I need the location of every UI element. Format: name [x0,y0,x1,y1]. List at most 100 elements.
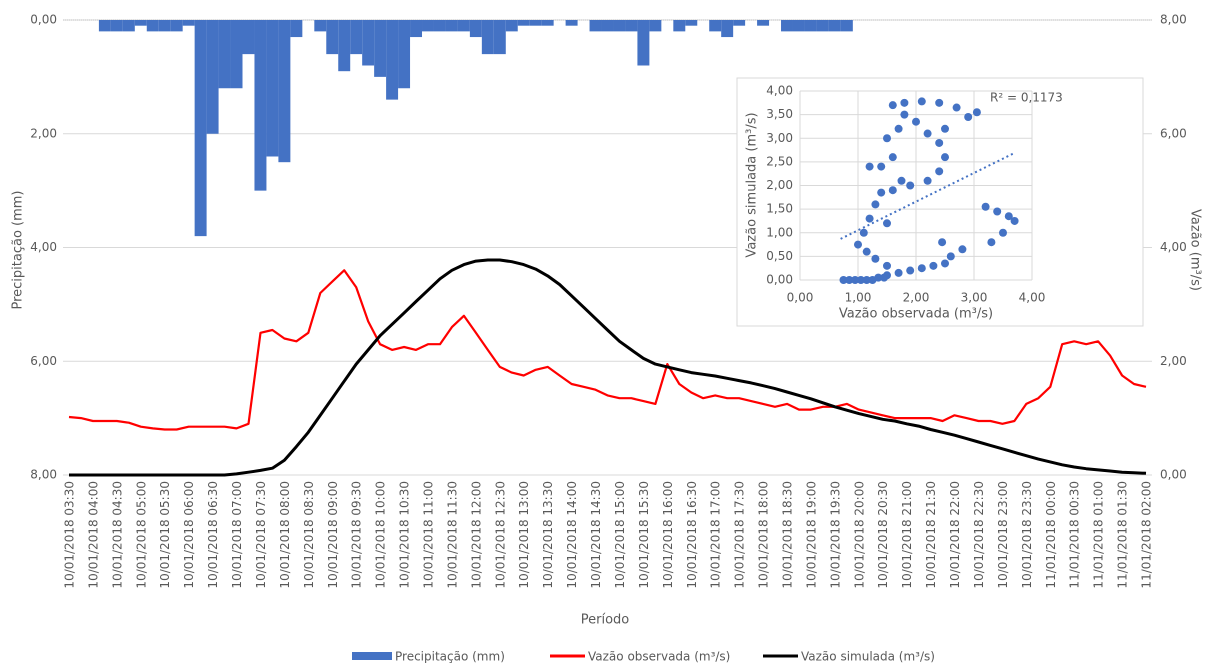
x-tick-label: 10/01/2018 06:30 [206,481,220,589]
scatter-point [865,162,874,171]
x-tick-label: 10/01/2018 15:30 [637,481,651,589]
bar [266,20,279,157]
bar [134,20,147,26]
bar [314,20,327,32]
bar [326,20,339,55]
x-tick-label: 10/01/2018 14:00 [565,481,579,589]
x-tick-label: 11/01/2018 01:00 [1092,481,1106,589]
scatter-point [1004,212,1013,221]
y-tick-label: 0,00 [30,13,57,27]
x-tick-label: 11/01/2018 00:00 [1044,481,1058,589]
inset-y-tick-label: 1,00 [766,225,793,239]
scatter-point [935,138,944,147]
bar [505,20,518,32]
bar [445,20,458,32]
x-tick-label: 10/01/2018 13:30 [541,481,555,589]
bar [410,20,423,38]
bar [733,20,746,26]
scatter-point [938,238,947,247]
x-tick-label: 10/01/2018 11:30 [445,481,459,589]
x-tick-label: 10/01/2018 18:30 [781,481,795,589]
bar [230,20,243,89]
x-tick-label: 10/01/2018 09:30 [350,481,364,589]
x-tick-label: 10/01/2018 10:00 [374,481,388,589]
legend-label: Precipitação (mm) [395,650,505,664]
bar [637,20,650,66]
scatter-point [964,112,973,121]
bar [541,20,554,26]
x-tick-label: 10/01/2018 21:00 [900,481,914,589]
bar [218,20,231,89]
inset-frame [736,77,1144,327]
x-tick-label: 10/01/2018 16:00 [661,481,675,589]
scatter-point [917,97,926,106]
y-tick-label: 2,00 [30,126,57,140]
bar [757,20,770,26]
legend-label: Vazão simulada (m³/s) [801,650,935,664]
x-tick-label: 10/01/2018 08:00 [278,481,292,589]
scatter-point [987,238,996,247]
bar [781,20,793,32]
scatter-point [929,261,938,270]
x-tick-label: 10/01/2018 05:30 [158,481,172,589]
scatter-point [952,103,961,112]
scatter-point [871,254,880,263]
bar [601,20,614,32]
bar [362,20,375,66]
y-axis-title: Precipitação (mm) [11,190,26,309]
scatter-point [1010,216,1019,225]
bar [828,20,841,32]
bar [469,20,482,38]
x-tick-label: 10/01/2018 03:30 [62,481,76,589]
y-tick-label: 6,00 [30,354,57,368]
scatter-point [856,276,865,284]
scatter-point [993,207,1002,216]
bar [565,20,578,26]
x-axis-title: Período [581,613,630,628]
y2-tick-label: 2,00 [1160,354,1187,368]
bar [625,20,638,32]
scatter-point [845,276,854,284]
x-tick-label: 10/01/2018 23:30 [1020,481,1034,589]
x-tick-label: 10/01/2018 23:00 [996,481,1010,589]
x-tick-label: 10/01/2018 04:30 [110,481,124,589]
legend-label: Vazão observada (m³/s) [588,650,730,664]
bar [386,20,399,100]
scatter-point [854,240,862,249]
x-tick-label: 10/01/2018 12:00 [469,481,483,589]
inset-y-tick-label: 3,50 [766,107,793,121]
scatter-point [883,261,891,270]
x-tick-label: 10/01/2018 11:00 [421,481,435,589]
bar [170,20,183,32]
x-tick-label: 10/01/2018 19:00 [804,481,818,589]
scatter-point [941,259,949,268]
y2-tick-label: 4,00 [1160,240,1187,254]
line-series [68,269,1147,431]
scatter-point [883,134,891,143]
bar [816,20,829,32]
y2-axis-title: Vazão (m³/s) [1188,209,1203,291]
x-tick-label: 10/01/2018 05:00 [134,481,148,589]
scatter-point [897,176,906,185]
x-tick-label: 10/01/2018 22:30 [972,481,986,589]
x-tick-label: 10/01/2018 08:30 [302,481,316,589]
scatter-point [851,276,860,284]
bar [589,20,602,32]
inset-x-tick-label: 0,00 [787,291,814,305]
inset-y-tick-label: 2,00 [766,178,793,192]
line-series [69,258,1147,477]
scatter-point [880,273,889,282]
x-tick-label: 10/01/2018 16:30 [685,481,699,589]
x-tick-label: 10/01/2018 14:30 [589,481,603,589]
bar [182,20,195,26]
scatter-point [862,276,871,284]
bar [709,20,722,32]
scatter-point [972,108,981,117]
scatter-point [923,129,932,138]
bar [146,20,159,32]
scatter-point [877,162,886,171]
scatter-point [935,167,944,176]
x-tick-label: 10/01/2018 09:00 [326,481,340,589]
r-squared-annotation: R² = 0,1173 [990,91,1063,105]
bar [242,20,255,55]
